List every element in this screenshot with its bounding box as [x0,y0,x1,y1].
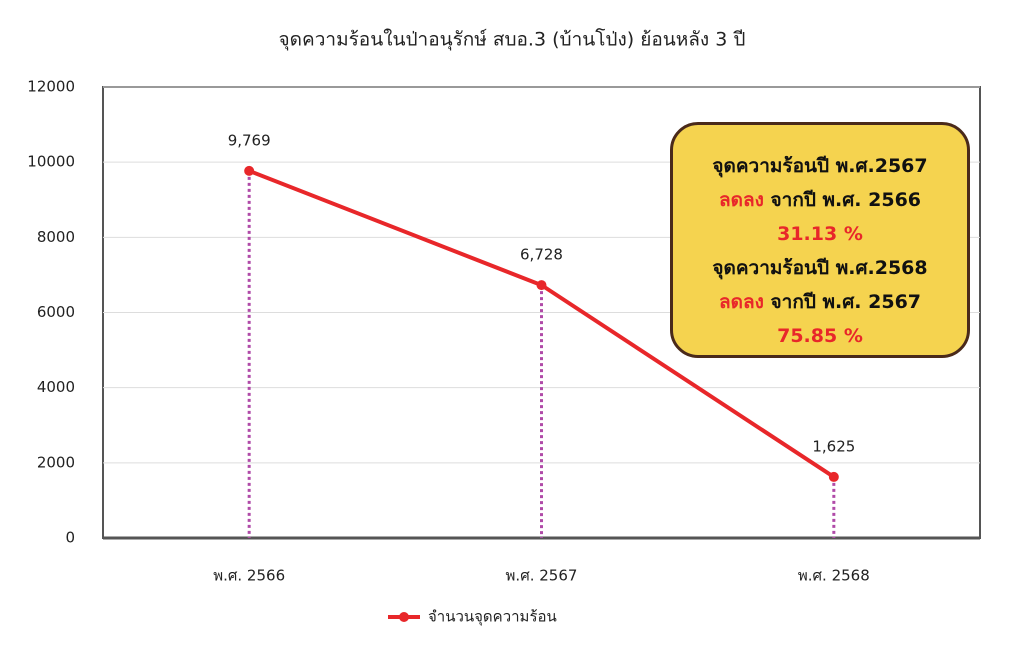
data-point [828,471,839,482]
annotation-line: 75.85 % [673,319,967,353]
y-tick-label: 8000 [37,228,75,246]
x-tick-label: พ.ศ. 2568 [798,567,870,585]
data-point [536,280,547,291]
data-label: 9,769 [228,131,271,149]
y-tick-label: 12000 [27,78,75,96]
annotation-line: 31.13 % [673,217,967,251]
annotation-box: จุดความร้อนปี พ.ศ.2567 ลดลง จากปี พ.ศ. 2… [670,122,970,358]
annotation-text: ลดลง [718,291,764,313]
legend-label: จำนวนจุดความร้อน [428,608,557,627]
annotation-line: ลดลง จากปี พ.ศ. 2567 [673,285,967,319]
annotation-text: จุดความร้อนปี พ.ศ.2568 [712,257,928,279]
legend-marker [399,612,409,622]
annotation-text: 31.13 % [777,223,863,245]
annotation-line: จุดความร้อนปี พ.ศ.2567 [673,149,967,183]
x-tick-label: พ.ศ. 2566 [213,567,285,585]
annotation-text: ลดลง [718,189,764,211]
annotation-text: จุดความร้อนปี พ.ศ.2567 [712,155,928,177]
annotation-line: จุดความร้อนปี พ.ศ.2568 [673,251,967,285]
annotation-line: ลดลง จากปี พ.ศ. 2566 [673,183,967,217]
y-tick-label: 4000 [37,378,75,396]
y-tick-label: 0 [65,529,75,547]
x-tick-label: พ.ศ. 2567 [506,567,578,585]
annotation-text: จากปี พ.ศ. 2567 [770,291,922,313]
data-label: 6,728 [520,246,563,264]
annotation-text: จากปี พ.ศ. 2566 [770,189,922,211]
y-tick-label: 2000 [37,453,75,471]
annotation-text: 75.85 % [777,325,863,347]
data-label: 1,625 [812,437,855,455]
chart-title: จุดความร้อนในป่าอนุรักษ์ สบอ.3 (บ้านโป่ง… [279,28,746,52]
data-point [244,165,255,176]
y-tick-label: 10000 [27,153,75,171]
y-tick-label: 6000 [37,303,75,321]
